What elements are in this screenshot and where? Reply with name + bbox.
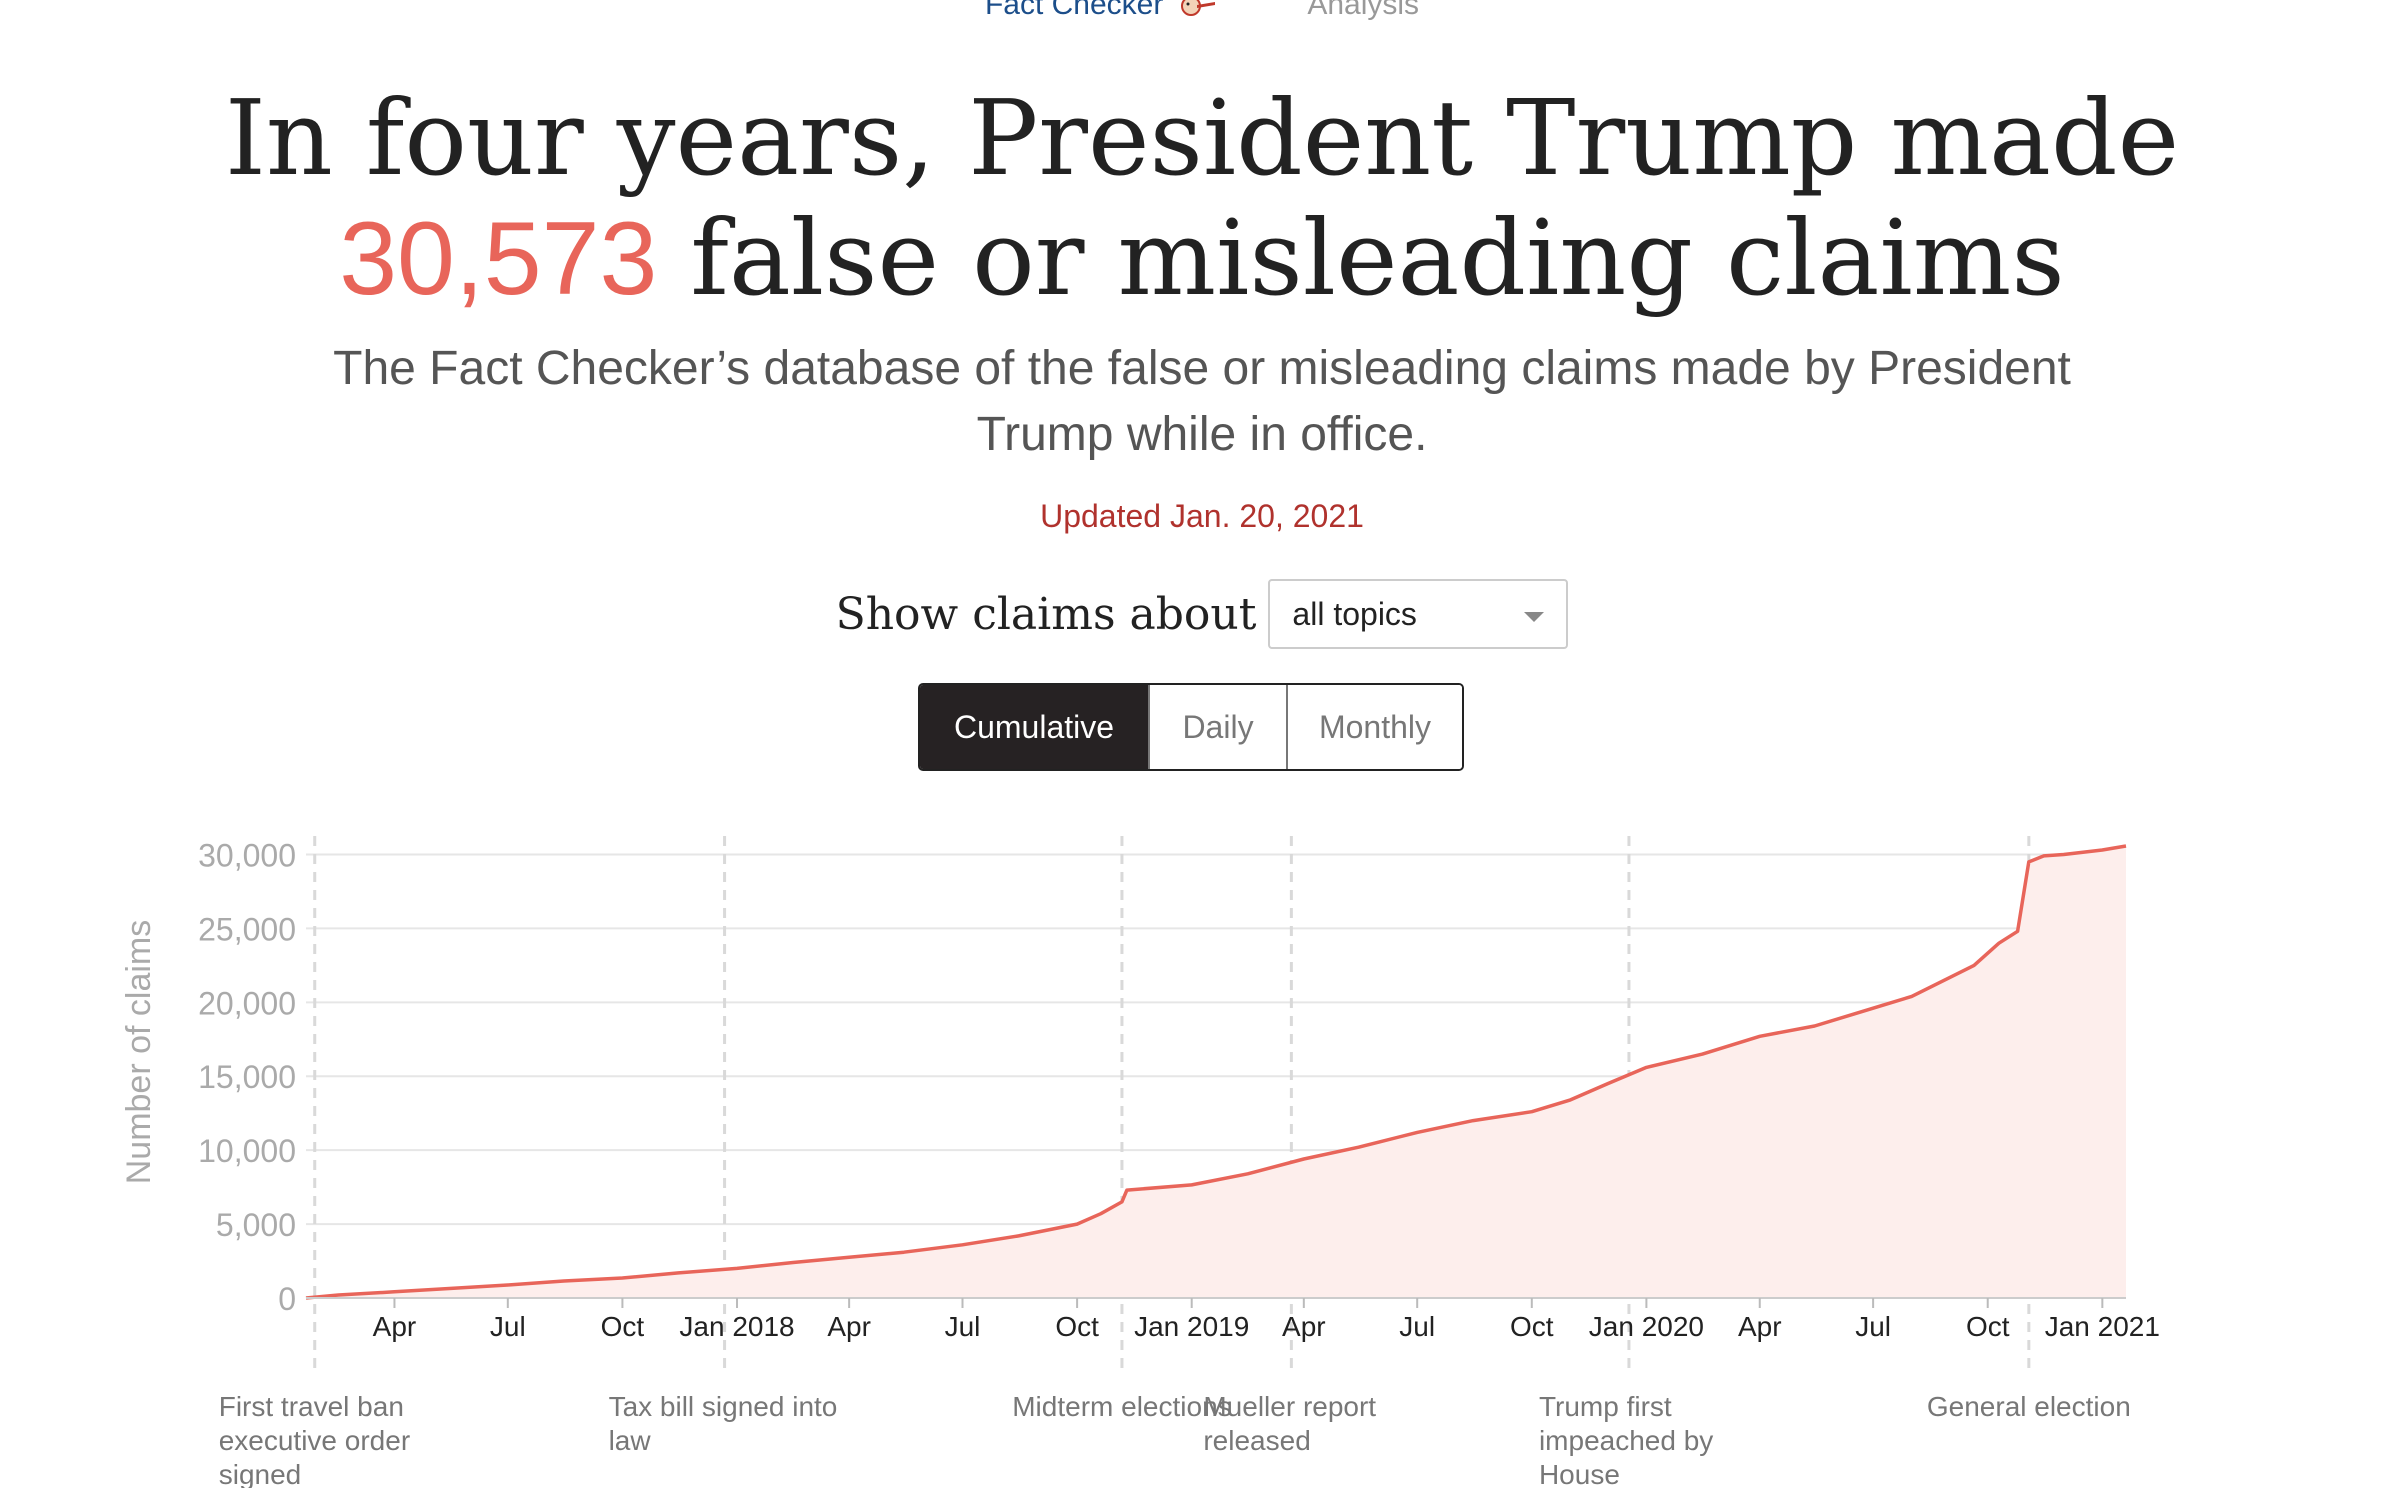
x-tick-label: Apr [1738, 1311, 1782, 1342]
x-tick-label: Jan 2020 [1589, 1311, 1704, 1342]
topic-select-value: all topics [1292, 595, 1417, 632]
dek: The Fact Checker’s database of the false… [333, 342, 2071, 461]
y-axis-label: Number of claims [120, 920, 158, 1185]
annotation-label: Mueller report [1203, 1391, 1376, 1422]
pinocchio-icon [1177, 0, 1217, 19]
y-tick-label: 25,000 [198, 911, 296, 947]
annotation-label: executive order [219, 1425, 410, 1456]
toggle-cumulative[interactable]: Cumulative [920, 685, 1148, 769]
annotation-label: released [1203, 1425, 1310, 1456]
topic-filter-row: Show claims about all topics [0, 578, 2404, 650]
annotation-label: Tax bill signed into [609, 1391, 838, 1422]
filter-label: Show claims about [835, 588, 1257, 640]
x-tick-label: Jul [945, 1311, 981, 1342]
nav-section-label: Analysis [1307, 0, 1420, 21]
headline-tail: false or misleading claims [690, 197, 2065, 319]
annotation-label: House [1539, 1459, 1620, 1488]
headline-lead: In four years, President Trump made [224, 77, 2180, 199]
annotation-label: First travel ban [219, 1391, 404, 1422]
nav-kicker-link[interactable]: Fact Checker [984, 0, 1164, 21]
x-tick-label: Oct [1966, 1311, 2010, 1342]
annotation-label: law [609, 1425, 652, 1456]
y-tick-label: 20,000 [198, 985, 296, 1021]
updated-date: Updated Jan. 20, 2021 [1040, 498, 1364, 534]
top-nav: Fact Checker Analysis [0, 0, 2404, 21]
x-tick-label: Oct [601, 1311, 645, 1342]
annotation-label: General election [1927, 1391, 2131, 1422]
toggle-monthly[interactable]: Monthly [1286, 685, 1462, 769]
claims-area [306, 846, 2126, 1298]
annotation-label: impeached by [1539, 1425, 1713, 1456]
y-tick-label: 5,000 [216, 1207, 296, 1243]
x-tick-labels: Apr Jul Oct Jan 2018 Apr Jul Oct Jan 2019 Apr Jul… [373, 1298, 2160, 1342]
annotation-label: Trump first [1539, 1391, 1672, 1422]
x-tick-label: Jan 2019 [1134, 1311, 1249, 1342]
annotation-label: Midterm elections [1012, 1391, 1231, 1422]
x-tick-label: Jul [490, 1311, 526, 1342]
y-tick-label: 15,000 [198, 1059, 296, 1095]
x-tick-label: Jan 2018 [679, 1311, 794, 1342]
caret-down-icon [1524, 612, 1545, 622]
headline: In four years, President Trump made 30,5… [0, 78, 2404, 319]
y-tick-label: 30,000 [198, 837, 296, 873]
x-tick-label: Oct [1055, 1311, 1099, 1342]
claims-count: 30,573 [339, 201, 658, 317]
y-tick-label: 0 [278, 1281, 296, 1317]
cumulative-claims-chart: 0 5,000 10,000 15,000 20,000 25,000 30,000 Apr… [120, 836, 2160, 1488]
x-tick-label: Apr [1282, 1311, 1326, 1342]
claims-line [305, 844, 2127, 1300]
view-toggle: Cumulative Daily Monthly [918, 683, 1464, 771]
x-tick-label: Jan 2021 [2045, 1311, 2160, 1342]
y-tick-labels: 0 5,000 10,000 15,000 20,000 25,000 30,000 [198, 837, 296, 1317]
x-tick-label: Apr [373, 1311, 417, 1342]
x-tick-label: Jul [1855, 1311, 1891, 1342]
x-tick-label: Oct [1510, 1311, 1554, 1342]
toggle-daily[interactable]: Daily [1148, 685, 1286, 769]
annotation-label: signed [219, 1459, 302, 1488]
topic-select[interactable]: all topics [1268, 579, 1569, 649]
y-tick-label: 10,000 [198, 1133, 296, 1169]
x-tick-label: Apr [827, 1311, 871, 1342]
x-tick-label: Jul [1399, 1311, 1435, 1342]
